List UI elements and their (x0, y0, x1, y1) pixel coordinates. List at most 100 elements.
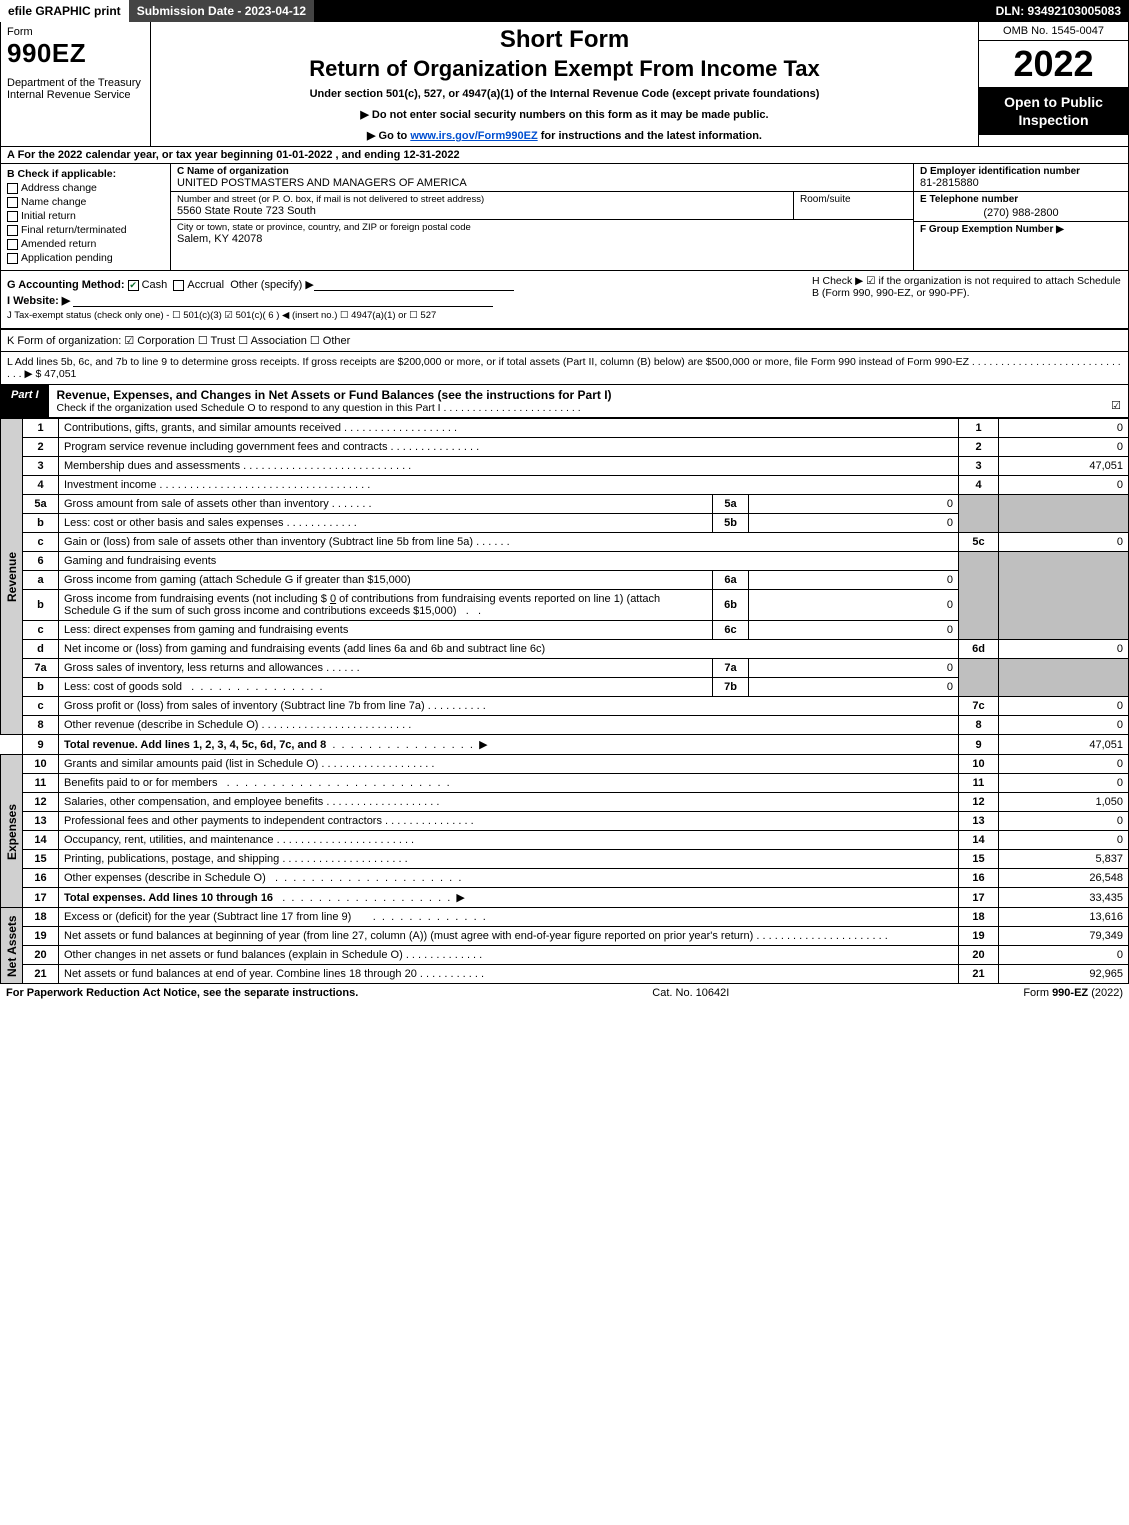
form-word: Form (7, 26, 144, 38)
form-id-block: Form 990EZ Department of the Treasury In… (1, 22, 151, 146)
efile-label[interactable]: efile GRAPHIC print (0, 0, 129, 22)
chk-accrual[interactable] (173, 280, 184, 291)
ein-label: D Employer identification number (920, 166, 1122, 177)
part1-title-block: Revenue, Expenses, and Changes in Net As… (49, 385, 1104, 417)
part1-header: Part I Revenue, Expenses, and Changes in… (0, 385, 1129, 418)
goto-suffix: for instructions and the latest informat… (538, 130, 762, 142)
row-21: 21Net assets or fund balances at end of … (1, 965, 1129, 984)
part1-label: Part I (1, 385, 49, 417)
row-12: 12Salaries, other compensation, and empl… (1, 793, 1129, 812)
line-l: L Add lines 5b, 6c, and 7b to line 9 to … (0, 351, 1129, 385)
line-j: J Tax-exempt status (check only one) - ☐… (7, 310, 792, 321)
line-k: K Form of organization: ☑ Corporation ☐ … (0, 329, 1129, 351)
under-section-text: Under section 501(c), 527, or 4947(a)(1)… (161, 88, 968, 100)
box-b: B Check if applicable: Address change Na… (1, 164, 171, 270)
box-c: C Name of organization UNITED POSTMASTER… (171, 164, 913, 270)
submission-date: Submission Date - 2023-04-12 (129, 0, 314, 22)
room-cell: Room/suite (793, 192, 913, 219)
org-name-value: UNITED POSTMASTERS AND MANAGERS OF AMERI… (177, 177, 907, 189)
row-13: 13Professional fees and other payments t… (1, 812, 1129, 831)
chk-cash[interactable] (128, 280, 139, 291)
row-10: Expenses 10Grants and similar amounts pa… (1, 755, 1129, 774)
row-16: 16Other expenses (describe in Schedule O… (1, 869, 1129, 888)
topbar-spacer (314, 0, 987, 22)
row-6d: dNet income or (loss) from gaming and fu… (1, 640, 1129, 659)
row-15: 15Printing, publications, postage, and s… (1, 850, 1129, 869)
row-3: 3Membership dues and assessments . . . .… (1, 457, 1129, 476)
city-value: Salem, KY 42078 (177, 233, 907, 245)
chk-application-pending[interactable]: Application pending (7, 252, 164, 264)
line-a: A For the 2022 calendar year, or tax yea… (0, 147, 1129, 164)
row-7a: 7aGross sales of inventory, less returns… (1, 659, 1129, 678)
line-ghi: G Accounting Method: Cash Accrual Other … (0, 270, 1129, 329)
dept-text: Department of the Treasury Internal Reve… (7, 77, 144, 101)
row-20: 20Other changes in net assets or fund ba… (1, 946, 1129, 965)
city-label: City or town, state or province, country… (177, 222, 907, 233)
chk-final-return[interactable]: Final return/terminated (7, 224, 164, 236)
cat-no: Cat. No. 10642I (652, 987, 729, 999)
row-19: 19Net assets or fund balances at beginni… (1, 927, 1129, 946)
short-form-title: Short Form (161, 26, 968, 54)
row-4: 4Investment income . . . . . . . . . . .… (1, 476, 1129, 495)
dln-label: DLN: 93492103005083 (988, 0, 1129, 22)
chk-amended-return[interactable]: Amended return (7, 238, 164, 250)
line-h: H Check ▶ ☑ if the organization is not r… (812, 275, 1122, 324)
goto-prefix: ▶ Go to (367, 130, 410, 142)
paperwork-notice: For Paperwork Reduction Act Notice, see … (6, 987, 358, 999)
omb-number: OMB No. 1545-0047 (979, 22, 1128, 41)
line-g: G Accounting Method: Cash Accrual Other … (7, 278, 792, 291)
city-cell: City or town, state or province, country… (171, 220, 913, 247)
row-7c: cGross profit or (loss) from sales of in… (1, 697, 1129, 716)
row-1: Revenue 1 Contributions, gifts, grants, … (1, 419, 1129, 438)
top-bar: efile GRAPHIC print Submission Date - 20… (0, 0, 1129, 22)
line-i: I Website: ▶ (7, 294, 792, 307)
box-def: D Employer identification number 81-2815… (913, 164, 1128, 270)
part1-title: Revenue, Expenses, and Changes in Net As… (57, 388, 1096, 402)
tel-label: E Telephone number (920, 194, 1122, 205)
row-8: 8Other revenue (describe in Schedule O) … (1, 716, 1129, 735)
org-name-cell: C Name of organization UNITED POSTMASTER… (171, 164, 913, 192)
form-number: 990EZ (7, 38, 144, 69)
row-5a: 5aGross amount from sale of assets other… (1, 495, 1129, 514)
form-title-block: Short Form Return of Organization Exempt… (151, 22, 978, 146)
tax-year: 2022 (979, 41, 1128, 87)
row-2: 2Program service revenue including gover… (1, 438, 1129, 457)
box-bcdef: B Check if applicable: Address change Na… (0, 164, 1129, 270)
expenses-tab: Expenses (1, 755, 23, 908)
ssn-warning: ▶ Do not enter social security numbers o… (161, 108, 968, 121)
box-e: E Telephone number (270) 988-2800 (914, 192, 1128, 222)
open-to-public: Open to Public Inspection (979, 87, 1128, 135)
ein-value: 81-2815880 (920, 177, 1122, 189)
page-footer: For Paperwork Reduction Act Notice, see … (0, 984, 1129, 1002)
tel-value: (270) 988-2800 (920, 207, 1122, 219)
schedule-o-checkbox[interactable]: ☑ (1104, 385, 1128, 417)
org-name-label: C Name of organization (177, 166, 907, 177)
box-d: D Employer identification number 81-2815… (914, 164, 1128, 192)
row-14: 14Occupancy, rent, utilities, and mainte… (1, 831, 1129, 850)
chk-name-change[interactable]: Name change (7, 196, 164, 208)
row-17: 17Total expenses. Add lines 10 through 1… (1, 888, 1129, 908)
goto-line: ▶ Go to www.irs.gov/Form990EZ for instru… (161, 129, 968, 142)
box-b-label: B Check if applicable: (7, 168, 164, 180)
addr-cell: Number and street (or P. O. box, if mail… (171, 192, 793, 219)
box-f: F Group Exemption Number ▶ (914, 222, 1128, 270)
form-ref: Form 990-EZ (2022) (1023, 987, 1123, 999)
addr-value: 5560 State Route 723 South (177, 205, 787, 217)
part1-sub: Check if the organization used Schedule … (57, 402, 1096, 414)
row-18: Net Assets 18Excess or (deficit) for the… (1, 908, 1129, 927)
chk-initial-return[interactable]: Initial return (7, 210, 164, 222)
irs-link[interactable]: www.irs.gov/Form990EZ (410, 130, 537, 142)
netassets-tab: Net Assets (1, 908, 23, 984)
row-6: 6Gaming and fundraising events (1, 552, 1129, 571)
financial-table: Revenue 1 Contributions, gifts, grants, … (0, 418, 1129, 984)
website-input[interactable] (73, 295, 493, 307)
accounting-other-input[interactable] (314, 279, 514, 291)
form-header: Form 990EZ Department of the Treasury In… (0, 22, 1129, 147)
row-11: 11Benefits paid to or for members . . . … (1, 774, 1129, 793)
row-9: 9Total revenue. Add lines 1, 2, 3, 4, 5c… (1, 735, 1129, 755)
revenue-tab: Revenue (1, 419, 23, 735)
addr-row: Number and street (or P. O. box, if mail… (171, 192, 913, 220)
row-5c: cGain or (loss) from sale of assets othe… (1, 533, 1129, 552)
chk-address-change[interactable]: Address change (7, 182, 164, 194)
form-right-block: OMB No. 1545-0047 2022 Open to Public In… (978, 22, 1128, 146)
